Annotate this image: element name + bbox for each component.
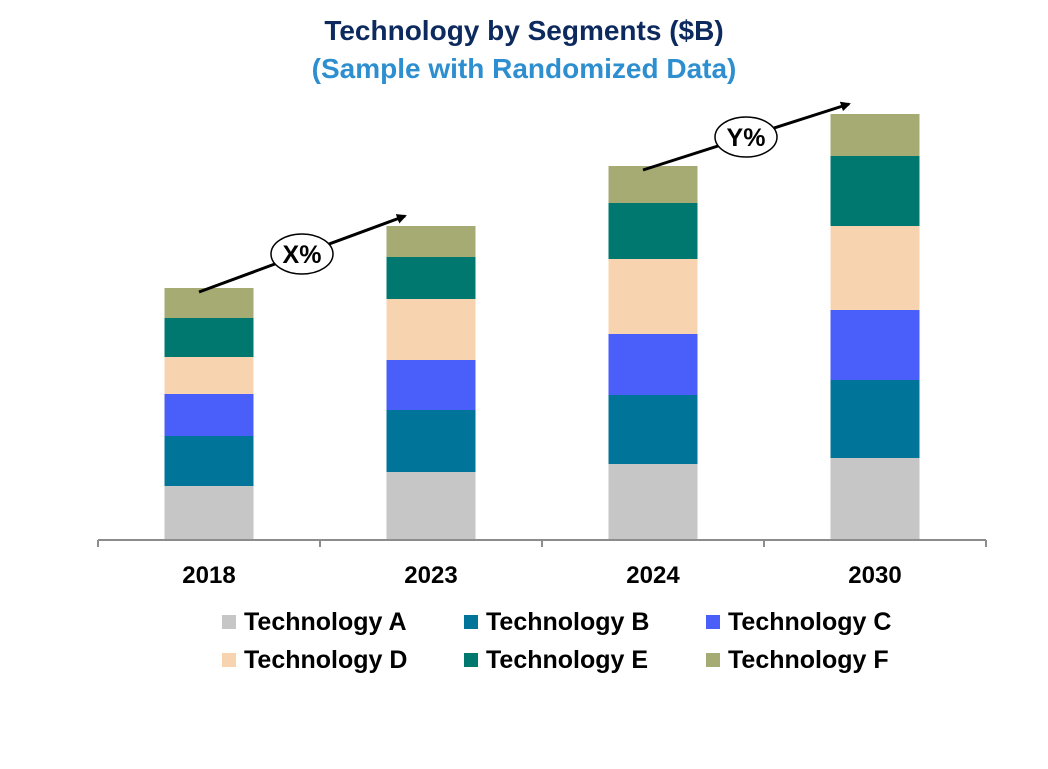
legend-swatch-technology-c xyxy=(706,615,720,629)
x-tick-label-2024: 2024 xyxy=(626,562,680,589)
legend-swatch-technology-a xyxy=(222,615,236,629)
x-tick-label-2023: 2023 xyxy=(404,562,457,589)
bar-segment-2030-technology-f xyxy=(830,114,920,156)
bar-segment-2030-technology-a xyxy=(830,458,920,540)
legend-label-technology-f: Technology F xyxy=(728,645,889,674)
legend-label-technology-d: Technology D xyxy=(244,645,408,674)
bar-segment-2018-technology-e xyxy=(164,318,254,357)
legend-swatch-technology-b xyxy=(464,615,478,629)
x-tick-label-2030: 2030 xyxy=(848,562,901,589)
legend-swatch-technology-e xyxy=(464,653,478,667)
legend-label-technology-c: Technology C xyxy=(728,607,892,636)
bar-segment-2030-technology-d xyxy=(830,226,920,310)
legend-item-technology-a: Technology A xyxy=(222,607,464,636)
legend-item-technology-c: Technology C xyxy=(706,607,926,636)
bar-segment-2018-technology-d xyxy=(164,357,254,394)
bar-segment-2024-technology-a xyxy=(608,464,698,540)
legend-item-technology-e: Technology E xyxy=(464,645,706,674)
legend-label-technology-e: Technology E xyxy=(486,645,649,674)
bar-segment-2024-technology-d xyxy=(608,259,698,334)
bar-segment-2023-technology-d xyxy=(386,299,476,360)
legend-item-technology-f: Technology F xyxy=(706,645,926,674)
bar-segment-2018-technology-c xyxy=(164,394,254,436)
legend-label-technology-b: Technology B xyxy=(486,607,650,636)
bar-segment-2018-technology-f xyxy=(164,288,254,318)
bar-segment-2023-technology-f xyxy=(386,226,476,257)
bar-segment-2030-technology-c xyxy=(830,310,920,380)
bar-segment-2023-technology-c xyxy=(386,360,476,410)
chart-subtitle: (Sample with Randomized Data) xyxy=(311,53,737,84)
bar-segment-2023-technology-b xyxy=(386,410,476,472)
legend-label-technology-a: Technology A xyxy=(244,607,407,636)
growth-label-text: Y% xyxy=(727,124,766,152)
bar-segment-2023-technology-a xyxy=(386,472,476,540)
legend-item-technology-d: Technology D xyxy=(222,645,464,674)
growth-label-bubble xyxy=(270,233,334,275)
bar-segment-2024-technology-f xyxy=(608,166,698,203)
bar-segment-2024-technology-c xyxy=(608,334,698,395)
legend-swatch-technology-d xyxy=(222,653,236,667)
bar-segment-2018-technology-b xyxy=(164,436,254,486)
bar-segment-2024-technology-b xyxy=(608,395,698,464)
chart-legend: Technology A Technology B Technology C Tech… xyxy=(222,607,926,674)
bar-segment-2024-technology-e xyxy=(608,203,698,259)
chart-title: Technology by Segments ($B) xyxy=(324,15,724,46)
x-tick-label-2018: 2018 xyxy=(182,562,235,589)
bar-segment-2023-technology-e xyxy=(386,257,476,299)
growth-label-text: X% xyxy=(283,241,322,269)
legend-swatch-technology-f xyxy=(706,653,720,667)
bar-segment-2030-technology-e xyxy=(830,156,920,226)
growth-label-bubble xyxy=(714,116,778,158)
bar-segment-2030-technology-b xyxy=(830,380,920,458)
bar-segment-2018-technology-a xyxy=(164,486,254,540)
legend-item-technology-b: Technology B xyxy=(464,607,706,636)
